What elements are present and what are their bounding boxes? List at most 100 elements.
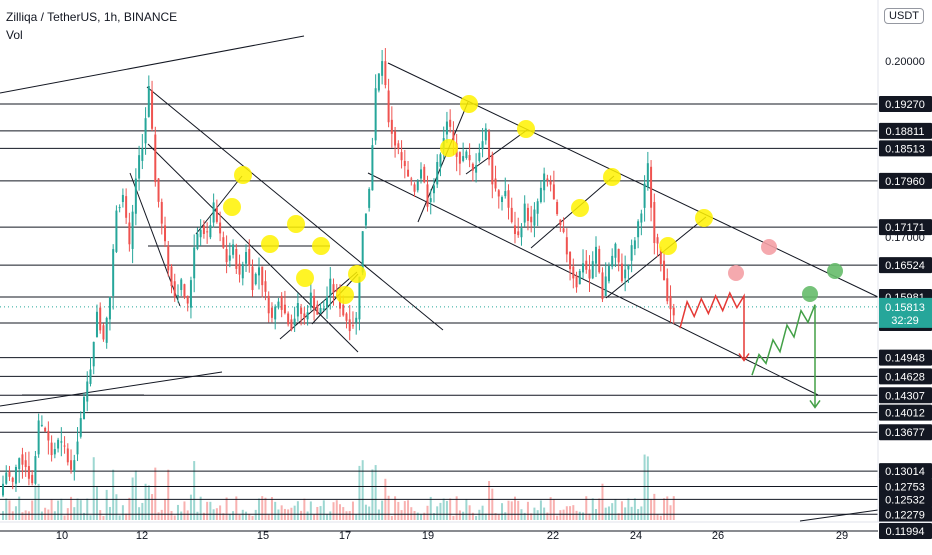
symbol-title[interactable]: Zilliqa / TetherUS, 1h, BINANCE xyxy=(6,10,178,24)
volume-bar xyxy=(659,515,662,520)
volume-bar xyxy=(507,500,510,520)
price-tick-label: 0.17000 xyxy=(885,232,925,244)
candle-body xyxy=(413,184,416,192)
yellow-marker xyxy=(223,198,241,216)
level-label-box xyxy=(879,368,932,385)
volume-bar xyxy=(79,500,82,520)
volume-bar xyxy=(193,461,196,520)
candle-body xyxy=(549,181,552,185)
trendline xyxy=(147,143,359,353)
candle-body xyxy=(228,255,231,261)
candle-body xyxy=(141,148,144,161)
volume-bar xyxy=(426,505,429,520)
candle-body xyxy=(118,207,121,209)
candle-body xyxy=(526,207,529,221)
candle-body xyxy=(504,191,507,197)
candle-body xyxy=(624,269,627,279)
volume-bar xyxy=(562,509,565,520)
volume-bar xyxy=(650,499,653,520)
volume-bar xyxy=(40,511,43,520)
volume-bar xyxy=(248,514,251,520)
candle-body xyxy=(154,134,157,183)
volume-bar xyxy=(274,501,277,520)
yellow-marker xyxy=(440,139,458,157)
level-label: 0.18513 xyxy=(885,143,925,155)
volume-bar xyxy=(371,469,374,520)
currency-badge[interactable]: USDT xyxy=(884,8,924,24)
volume-bar xyxy=(497,514,500,520)
candle-body xyxy=(536,201,539,214)
candle-body xyxy=(313,295,316,310)
volume-bar xyxy=(549,497,552,520)
volume-bar xyxy=(471,512,474,520)
candle-body xyxy=(121,194,124,203)
volume-bar xyxy=(449,498,452,520)
red-marker xyxy=(761,239,777,255)
candle-body xyxy=(345,313,348,321)
candle-body xyxy=(481,141,484,150)
candle-body xyxy=(79,418,82,437)
candle-body xyxy=(497,190,500,197)
volume-indicator-label[interactable]: Vol xyxy=(6,28,23,42)
volume-bar xyxy=(598,498,601,520)
level-label-box xyxy=(879,96,932,112)
red-marker xyxy=(728,265,744,281)
candle-body xyxy=(248,248,251,266)
candle-body xyxy=(5,472,8,484)
volume-bar xyxy=(546,512,549,520)
candle-body xyxy=(37,420,40,455)
volume-bar xyxy=(326,514,329,520)
candle-body xyxy=(468,155,471,161)
volume-bar xyxy=(121,505,124,520)
chart-header: Zilliqa / TetherUS, 1h, BINANCE Vol xyxy=(6,8,177,44)
candle-body xyxy=(565,237,568,255)
candle-body xyxy=(144,118,147,144)
volume-bar xyxy=(202,512,205,520)
candle-body xyxy=(591,261,594,279)
volume-bar xyxy=(131,477,134,520)
candle-body xyxy=(335,290,338,292)
current-price-box xyxy=(879,297,932,328)
candle-body xyxy=(264,281,267,292)
volume-bar xyxy=(128,497,131,520)
volume-bar xyxy=(50,499,53,520)
candle-body xyxy=(513,225,516,234)
candle-body xyxy=(316,304,319,315)
price-axis[interactable]: 0.19270 0.18811 0.18513 0.17960 0.17171 0.165… xyxy=(877,0,932,539)
candle-body xyxy=(326,296,329,308)
volume-bar xyxy=(624,507,627,520)
candle-body xyxy=(235,248,238,269)
green-marker xyxy=(827,263,843,279)
volume-bar xyxy=(14,506,17,520)
candle-body xyxy=(552,184,555,200)
volume-bar xyxy=(614,499,617,520)
candle-body xyxy=(105,317,108,343)
level-label: 0.12279 xyxy=(885,509,925,521)
candle-body xyxy=(66,448,69,463)
candle-body xyxy=(27,466,30,479)
volume-bar xyxy=(455,496,458,520)
candle-body xyxy=(303,313,306,319)
volume-bar xyxy=(591,498,594,520)
volume-bar xyxy=(620,501,623,520)
candle-body xyxy=(53,449,56,455)
candle-body xyxy=(76,441,79,455)
candle-body xyxy=(131,211,134,249)
trendline xyxy=(799,509,879,522)
volume-bar xyxy=(572,505,575,520)
candle-body xyxy=(70,460,73,470)
candle-body xyxy=(630,245,633,261)
volume-bar xyxy=(57,500,60,520)
volume-bar xyxy=(138,507,141,520)
candle-body xyxy=(219,222,222,234)
candle-body xyxy=(21,454,24,465)
level-label: 0.19270 xyxy=(885,99,925,111)
candle-body xyxy=(164,225,167,242)
candle-body xyxy=(371,145,374,191)
volume-bar xyxy=(429,496,432,520)
volume-bar xyxy=(640,506,643,520)
level-label-box xyxy=(879,219,932,236)
time-axis[interactable]: 10 12 15 17 19 22 24 26 29 xyxy=(0,521,932,542)
